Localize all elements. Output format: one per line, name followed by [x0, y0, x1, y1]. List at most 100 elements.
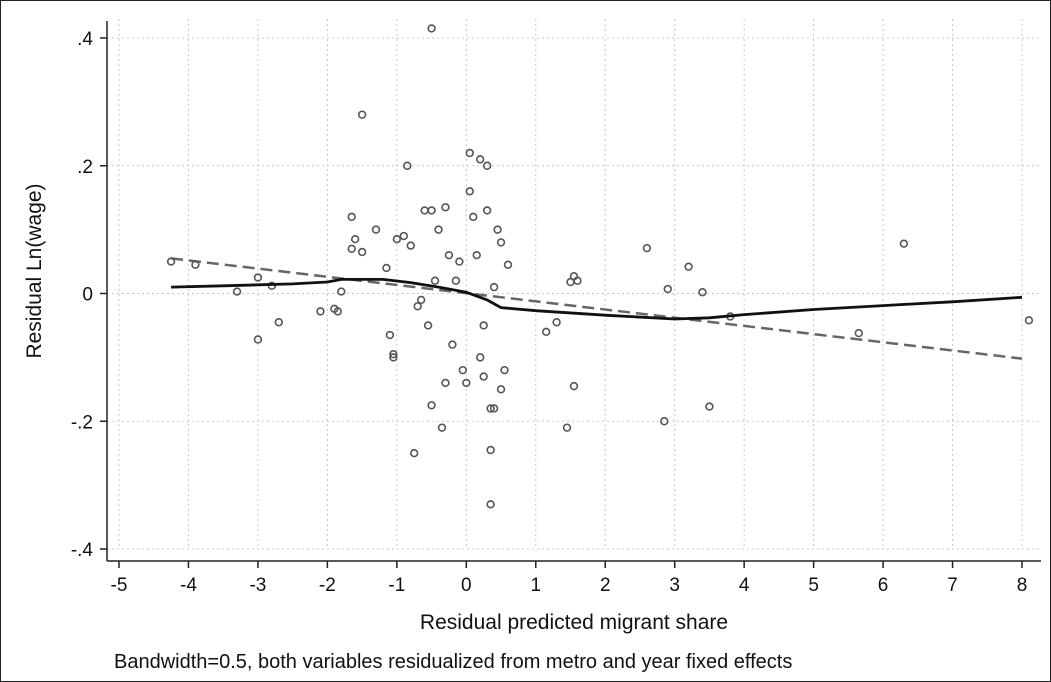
x-tick-label-3: -2 [319, 575, 336, 596]
data-point-23 [403, 161, 412, 170]
data-point-49 [482, 206, 492, 215]
y-tick-label-2: 0 [82, 285, 93, 306]
data-point-78 [854, 328, 863, 338]
data-point-15 [357, 247, 367, 257]
data-point-9 [333, 307, 343, 316]
data-point-52 [486, 404, 495, 413]
x-tick-label-8: 3 [669, 575, 680, 596]
data-point-7 [316, 307, 325, 316]
data-point-60 [430, 276, 440, 285]
smooth-line-path [171, 278, 1023, 321]
x-tick-label-10: 5 [808, 575, 819, 596]
data-point-40 [462, 378, 471, 388]
axes: -5 -4 -3 -2 -1 0 1 2 3 4 5 6 7 8 -.4 -.2 0 .2 .4 [71, 21, 1041, 596]
data-point-29 [427, 24, 436, 33]
data-point-66 [562, 423, 572, 432]
x-tick-label-7: 2 [600, 575, 611, 596]
data-point-35 [441, 203, 450, 212]
data-point-54 [493, 225, 502, 234]
data-point-13 [350, 235, 360, 244]
data-point-1 [191, 260, 200, 269]
data-point-79 [899, 239, 909, 248]
data-point-65 [552, 318, 561, 327]
data-point-41 [465, 148, 474, 158]
data-point-20 [389, 353, 398, 362]
data-point-25 [410, 448, 419, 458]
x-tick-label-12: 7 [947, 575, 958, 596]
data-point-55 [496, 385, 506, 394]
data-point-47 [479, 372, 488, 381]
data-point-50 [486, 445, 495, 455]
y-tick-label-3: .2 [77, 157, 93, 178]
data-point-80 [1024, 316, 1034, 325]
data-point-56 [500, 365, 509, 375]
data-point-39 [458, 365, 468, 375]
x-tick-label-4: -1 [388, 575, 405, 596]
data-point-72 [660, 417, 669, 426]
data-point-18 [385, 330, 395, 340]
data-point-28 [423, 321, 433, 330]
data-point-51 [486, 500, 495, 509]
y-tick-label-0: -.4 [71, 540, 94, 561]
x-tick-label-6: 1 [530, 575, 541, 596]
x-axis-label: Residual predicted migrant share [420, 611, 728, 634]
x-tick-label-13: 8 [1017, 575, 1028, 596]
data-point-64 [541, 327, 551, 337]
y-axis-label: Residual Ln(wage) [23, 183, 46, 358]
data-point-22 [399, 231, 408, 241]
data-point-70 [573, 276, 582, 285]
data-point-30 [427, 401, 436, 410]
data-point-74 [684, 262, 693, 271]
data-point-21 [392, 235, 402, 244]
fit-line-segment [170, 257, 1023, 360]
data-point-34 [441, 378, 450, 388]
data-point-71 [642, 243, 652, 253]
data-point-69 [569, 381, 579, 391]
y-tick-label-1: -.2 [71, 412, 93, 433]
scatter-points [166, 24, 1034, 509]
data-point-31 [427, 206, 436, 215]
data-point-10 [337, 287, 346, 296]
data-point-0 [166, 257, 176, 266]
data-point-38 [455, 257, 464, 266]
data-point-76 [705, 402, 714, 411]
data-point-26 [413, 302, 422, 311]
x-tick-label-0: -5 [111, 575, 128, 596]
data-point-53 [489, 404, 499, 413]
data-point-6 [274, 318, 283, 327]
data-point-45 [476, 155, 485, 164]
data-point-11 [347, 212, 356, 222]
data-point-58 [496, 238, 506, 247]
data-point-73 [663, 284, 672, 294]
data-point-44 [472, 250, 481, 260]
data-point-2 [232, 287, 242, 296]
data-point-36 [444, 250, 454, 260]
linear-fit-line [170, 257, 1023, 360]
data-point-33 [437, 423, 447, 432]
data-point-63 [489, 282, 499, 292]
data-point-46 [476, 353, 485, 362]
data-point-42 [465, 187, 474, 196]
data-point-59 [451, 276, 461, 285]
data-point-24 [406, 241, 415, 250]
data-point-4 [253, 335, 263, 344]
data-point-14 [357, 110, 367, 119]
x-tick-label-1: -4 [180, 575, 197, 596]
data-point-43 [469, 212, 478, 222]
data-point-12 [347, 244, 356, 253]
data-point-17 [382, 263, 391, 273]
data-point-37 [448, 340, 457, 349]
x-tick-label-5: 0 [461, 575, 472, 596]
data-point-61 [416, 295, 426, 305]
chart-note: Bandwidth=0.5, both variables residualiz… [114, 651, 793, 673]
data-point-16 [371, 225, 381, 234]
data-point-27 [420, 206, 429, 215]
data-point-3 [253, 273, 263, 282]
x-tick-label-11: 6 [878, 575, 889, 596]
data-point-32 [434, 225, 443, 234]
x-tick-label-2: -3 [249, 575, 266, 596]
grid-lines [107, 19, 1041, 550]
lowess-smooth-line [171, 278, 1023, 321]
